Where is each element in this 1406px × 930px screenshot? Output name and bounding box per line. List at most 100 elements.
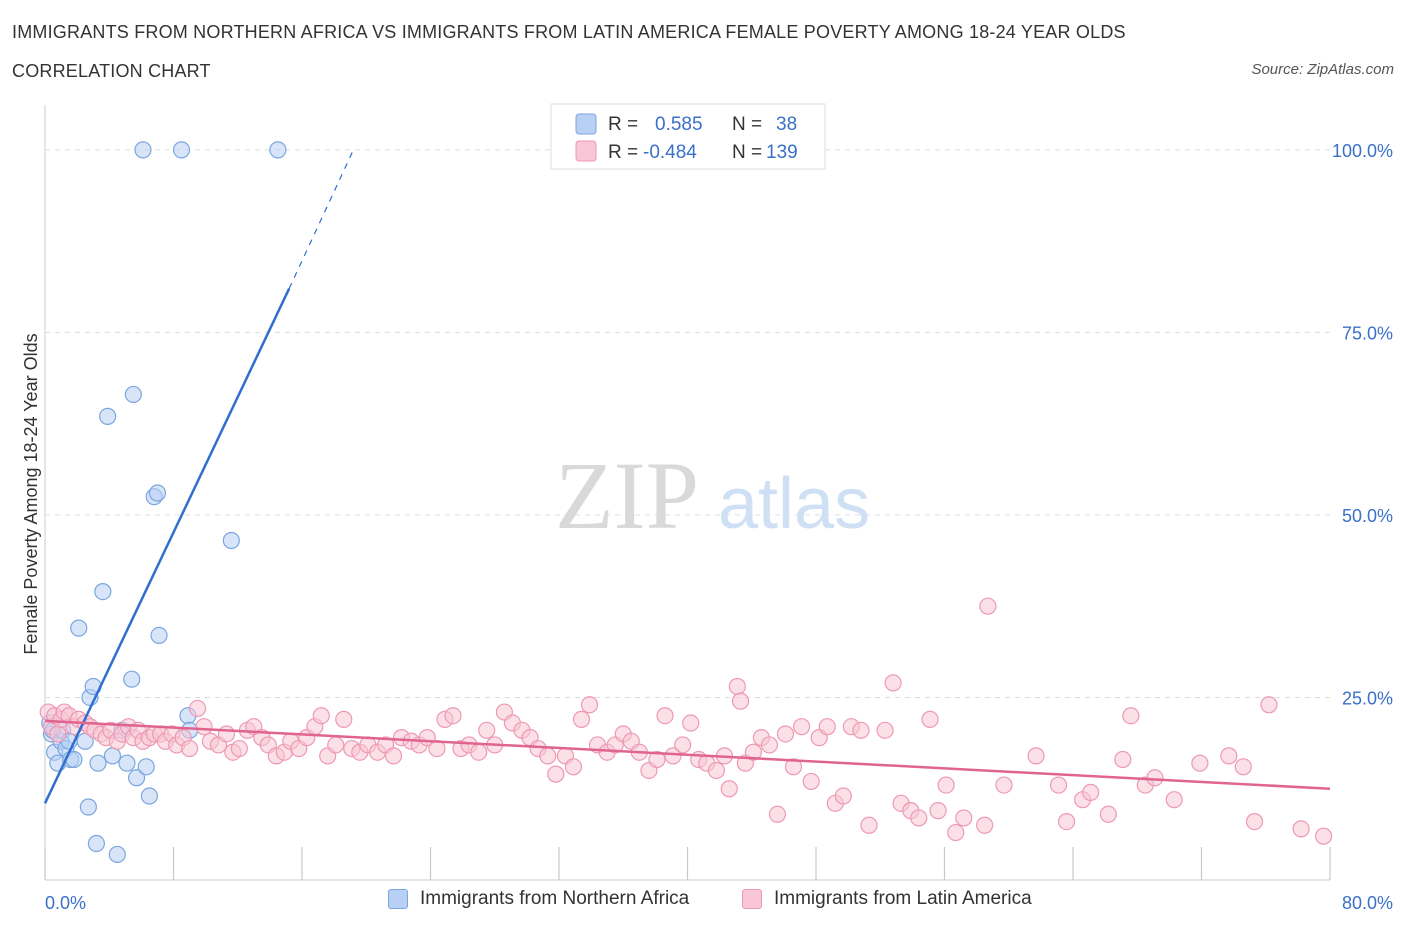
legend-top-r-value-1: 0.585	[655, 114, 703, 135]
trend-layer	[43, 149, 1331, 804]
latin-america-point-125	[979, 597, 997, 615]
latin-america-point-93	[707, 761, 726, 780]
latin-america-point-62	[444, 707, 462, 725]
northern-africa-point-31	[148, 484, 167, 502]
latin-america-point-65	[470, 743, 488, 761]
latin-america-point-142	[1260, 696, 1278, 714]
y-tick-label: 25.0%	[1342, 688, 1393, 708]
latin-america-point-120	[929, 802, 947, 820]
chart-title: IMMIGRANTS FROM NORTHERN AFRICA VS IMMIG…	[12, 22, 1126, 42]
northern-africa-point-28	[137, 758, 155, 776]
legend-top-n-value-2: 139	[766, 142, 798, 163]
latin-america-point-88	[664, 747, 682, 765]
source-label: Source: ZipAtlas.com	[1251, 61, 1394, 78]
y-tick-label: 75.0%	[1342, 323, 1393, 343]
axes-layer	[44, 105, 1331, 881]
latin-america-point-102	[768, 805, 787, 823]
legend-top-n-label-1: N =	[732, 114, 762, 135]
northern-africa-point-11	[70, 619, 88, 637]
latin-america-point-97	[731, 692, 750, 710]
legend-top: R = 0.585 N = 38 R = -0.484 N = 139	[550, 103, 826, 170]
latin-america-point-35	[230, 739, 248, 758]
chart-subtitle: CORRELATION CHART	[12, 61, 211, 81]
northern-africa-point-37	[269, 141, 287, 159]
northern-africa-point-24	[123, 670, 141, 688]
latin-america-point-87	[656, 707, 674, 725]
latin-america-point-133	[1114, 750, 1132, 769]
northern-africa-point-26	[127, 769, 146, 787]
watermark-zip: ZIP	[555, 442, 699, 549]
latin-america-point-139	[1220, 747, 1238, 765]
latin-america-point-124	[976, 816, 994, 834]
northern-africa-point-27	[134, 141, 152, 159]
latin-america-point-143	[1292, 820, 1310, 838]
y-axis-label: Female Poverty Among 18-24 Year Olds	[21, 333, 41, 654]
latin-america-point-138	[1191, 754, 1209, 772]
legend-top-blue-swatch	[575, 113, 597, 135]
legend-label-northern-africa: Immigrants from Northern Africa	[420, 888, 690, 909]
latin-america-point-112	[852, 721, 870, 739]
latin-america-point-114	[876, 721, 894, 739]
latin-america-point-28	[180, 739, 199, 758]
latin-america-point-136	[1146, 769, 1164, 787]
x-tick-label: 80.0%	[1342, 893, 1393, 913]
legend-bottom: Immigrants from Northern Africa Immigran…	[0, 888, 1406, 916]
legend-top-pink-swatch	[575, 140, 597, 162]
watermark-atlas: atlas	[718, 464, 870, 544]
legend-top-r-label-2: R =	[608, 142, 638, 163]
northern-africa-trend-extension	[288, 149, 354, 289]
latin-america-point-96	[728, 677, 746, 696]
northern-africa-point-16	[87, 834, 106, 853]
latin-america-point-101	[760, 736, 779, 754]
grid-layer	[45, 149, 1330, 698]
latin-america-point-29	[188, 699, 207, 718]
latin-america-point-78	[580, 696, 599, 714]
latin-america-point-77	[572, 710, 591, 728]
northern-africa-point-32	[150, 626, 168, 645]
points-layer	[39, 141, 1333, 864]
y-tick-label: 50.0%	[1342, 506, 1393, 526]
latin-america-point-128	[1049, 776, 1068, 794]
northern-africa-point-20	[103, 747, 122, 765]
latin-america-point-141	[1245, 812, 1264, 831]
latin-america-point-119	[921, 710, 939, 728]
latin-america-point-115	[884, 674, 902, 692]
latin-america-point-89	[674, 736, 692, 754]
latin-america-point-66	[478, 721, 496, 739]
latin-america-point-106	[802, 772, 820, 791]
legend-swatch-pink	[742, 889, 762, 909]
northern-africa-point-29	[140, 787, 159, 805]
latin-america-point-105	[792, 718, 811, 736]
latin-america-point-131	[1082, 783, 1100, 801]
latin-america-point-122	[947, 823, 965, 842]
latin-america-point-86	[648, 750, 666, 769]
latin-america-point-127	[1027, 747, 1045, 765]
latin-america-point-30	[195, 718, 213, 736]
latin-america-point-74	[547, 765, 565, 783]
latin-america-point-103	[776, 725, 795, 743]
legend-top-r-value-2: -0.484	[643, 142, 697, 163]
legend-label-latin-america: Immigrants from Latin America	[774, 888, 1032, 909]
latin-america-point-140	[1234, 758, 1252, 776]
latin-america-point-126	[995, 776, 1013, 794]
latin-america-point-46	[312, 707, 330, 725]
latin-america-point-121	[937, 776, 955, 794]
watermark: ZIP atlas	[555, 442, 870, 549]
latin-america-point-48	[327, 736, 345, 754]
northern-africa-point-17	[89, 754, 107, 772]
northern-africa-point-23	[118, 754, 136, 772]
northern-africa-point-19	[99, 407, 117, 425]
legend-top-n-value-1: 38	[776, 114, 797, 135]
latin-america-point-33	[217, 725, 236, 743]
latin-america-point-95	[720, 780, 738, 798]
latin-america-point-113	[860, 816, 878, 834]
northern-africa-point-13	[79, 798, 97, 816]
latin-america-point-104	[784, 758, 803, 776]
northern-africa-point-25	[124, 385, 142, 404]
latin-america-point-76	[564, 758, 583, 776]
northern-africa-point-21	[108, 845, 126, 864]
latin-america-point-132	[1099, 805, 1117, 823]
latin-america-point-108	[818, 718, 836, 736]
legend-swatch-blue	[388, 889, 408, 909]
northern-africa-point-36	[222, 531, 240, 550]
